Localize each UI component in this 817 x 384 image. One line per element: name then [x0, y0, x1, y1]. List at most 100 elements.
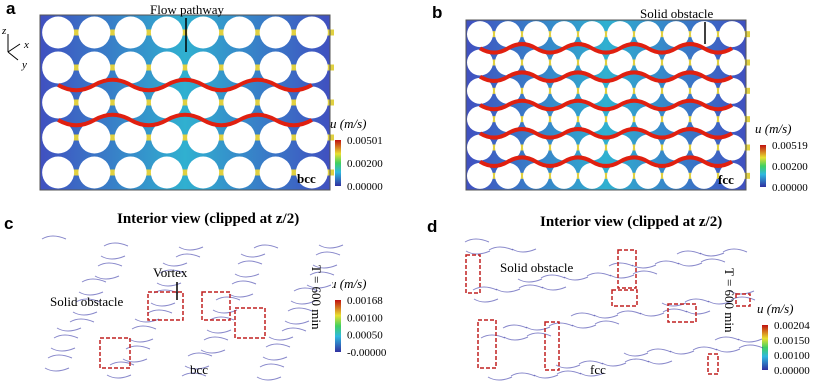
solid-obstacle	[42, 51, 75, 84]
throat	[144, 99, 153, 106]
solid-obstacle	[579, 21, 605, 48]
throat	[546, 31, 554, 38]
streamline	[676, 250, 702, 255]
solid-obstacle	[551, 49, 577, 76]
solid-obstacle	[114, 51, 147, 84]
streamline	[714, 336, 740, 341]
solid-obstacle	[223, 156, 256, 189]
colorbar-title: u (m/s)	[757, 301, 793, 316]
streamline	[624, 358, 650, 363]
solid-obstacle	[663, 106, 689, 133]
throat	[714, 87, 722, 94]
streamline	[464, 238, 490, 243]
throat	[602, 172, 610, 179]
solid-obstacle	[607, 49, 633, 76]
throat	[714, 31, 722, 38]
solid-obstacle	[719, 162, 745, 189]
throat	[181, 64, 189, 71]
throat	[518, 116, 526, 123]
streamline	[472, 286, 498, 291]
solid-obstacle	[691, 106, 717, 133]
throat	[217, 29, 226, 36]
streamline	[616, 310, 642, 315]
time-label: T = 600 min	[309, 265, 324, 330]
streamline	[215, 296, 241, 301]
solid-obstacle	[523, 106, 549, 133]
streamline	[131, 325, 157, 330]
throat	[253, 99, 262, 106]
streamline	[41, 235, 67, 240]
throat	[630, 116, 638, 123]
throat	[658, 144, 666, 151]
panel-title: Interior view (clipped at z/2)	[117, 211, 299, 227]
throat	[630, 31, 638, 38]
axis-label: z	[1, 25, 7, 37]
streamline	[669, 350, 695, 355]
throat	[658, 116, 666, 123]
vortex-box	[234, 307, 266, 339]
throat	[574, 172, 582, 179]
throat	[181, 29, 189, 36]
colorbar-tick: 0.00204	[774, 320, 810, 332]
solid-obstacle	[663, 77, 689, 104]
solid-obstacle	[78, 51, 111, 84]
throat	[253, 134, 262, 141]
streamline	[206, 329, 232, 334]
solid-obstacle	[523, 162, 549, 189]
streamline	[81, 278, 107, 283]
streamline	[44, 367, 70, 372]
solid-obstacle	[607, 162, 633, 189]
throat	[144, 134, 153, 141]
solid-obstacle	[607, 134, 633, 161]
solid-obstacle	[691, 162, 717, 189]
streamline	[623, 352, 649, 357]
panel-label: b	[432, 3, 442, 22]
frame	[39, 14, 331, 191]
colorbar-tick: 0.00200	[772, 161, 808, 173]
throat	[518, 59, 526, 66]
streamline	[556, 370, 582, 375]
streamline	[175, 253, 201, 258]
flow-pathway	[478, 70, 734, 83]
streamline	[525, 326, 551, 331]
streamline	[517, 278, 543, 283]
throat	[490, 31, 498, 38]
solid-obstacle	[719, 106, 745, 133]
solid-obstacle	[607, 106, 633, 133]
throat	[289, 99, 298, 106]
throat	[714, 59, 722, 66]
throat	[546, 144, 554, 151]
throat	[574, 59, 582, 66]
streamline	[181, 372, 207, 377]
solid-obstacle	[579, 134, 605, 161]
streamline	[50, 347, 76, 352]
streamline	[548, 322, 574, 327]
streamline	[631, 264, 657, 269]
solid-obstacle	[78, 16, 111, 49]
flow-pathway	[478, 42, 734, 55]
streamline	[579, 372, 605, 377]
solid-obstacle	[187, 16, 220, 49]
vortex-box	[617, 249, 637, 289]
streamline	[487, 376, 513, 381]
solid-obstacle	[691, 77, 717, 104]
throat	[630, 87, 638, 94]
streamline	[203, 336, 229, 341]
streamline	[707, 300, 733, 305]
streamline	[730, 296, 756, 301]
streamline	[738, 344, 764, 349]
solid-obstacle	[78, 121, 111, 154]
throat	[217, 169, 226, 176]
colorbar-tick: 0.00100	[774, 350, 810, 362]
solid-obstacle	[42, 156, 75, 189]
solid-obstacle	[150, 51, 183, 84]
throat	[658, 172, 666, 179]
streamline	[608, 262, 634, 267]
streamline	[495, 288, 521, 293]
panel-label: c	[4, 214, 13, 233]
solid-obstacle	[295, 156, 328, 189]
vortex-box	[544, 321, 560, 371]
solid-obstacle	[495, 77, 521, 104]
vortex-box	[147, 291, 184, 321]
throat	[181, 169, 189, 176]
